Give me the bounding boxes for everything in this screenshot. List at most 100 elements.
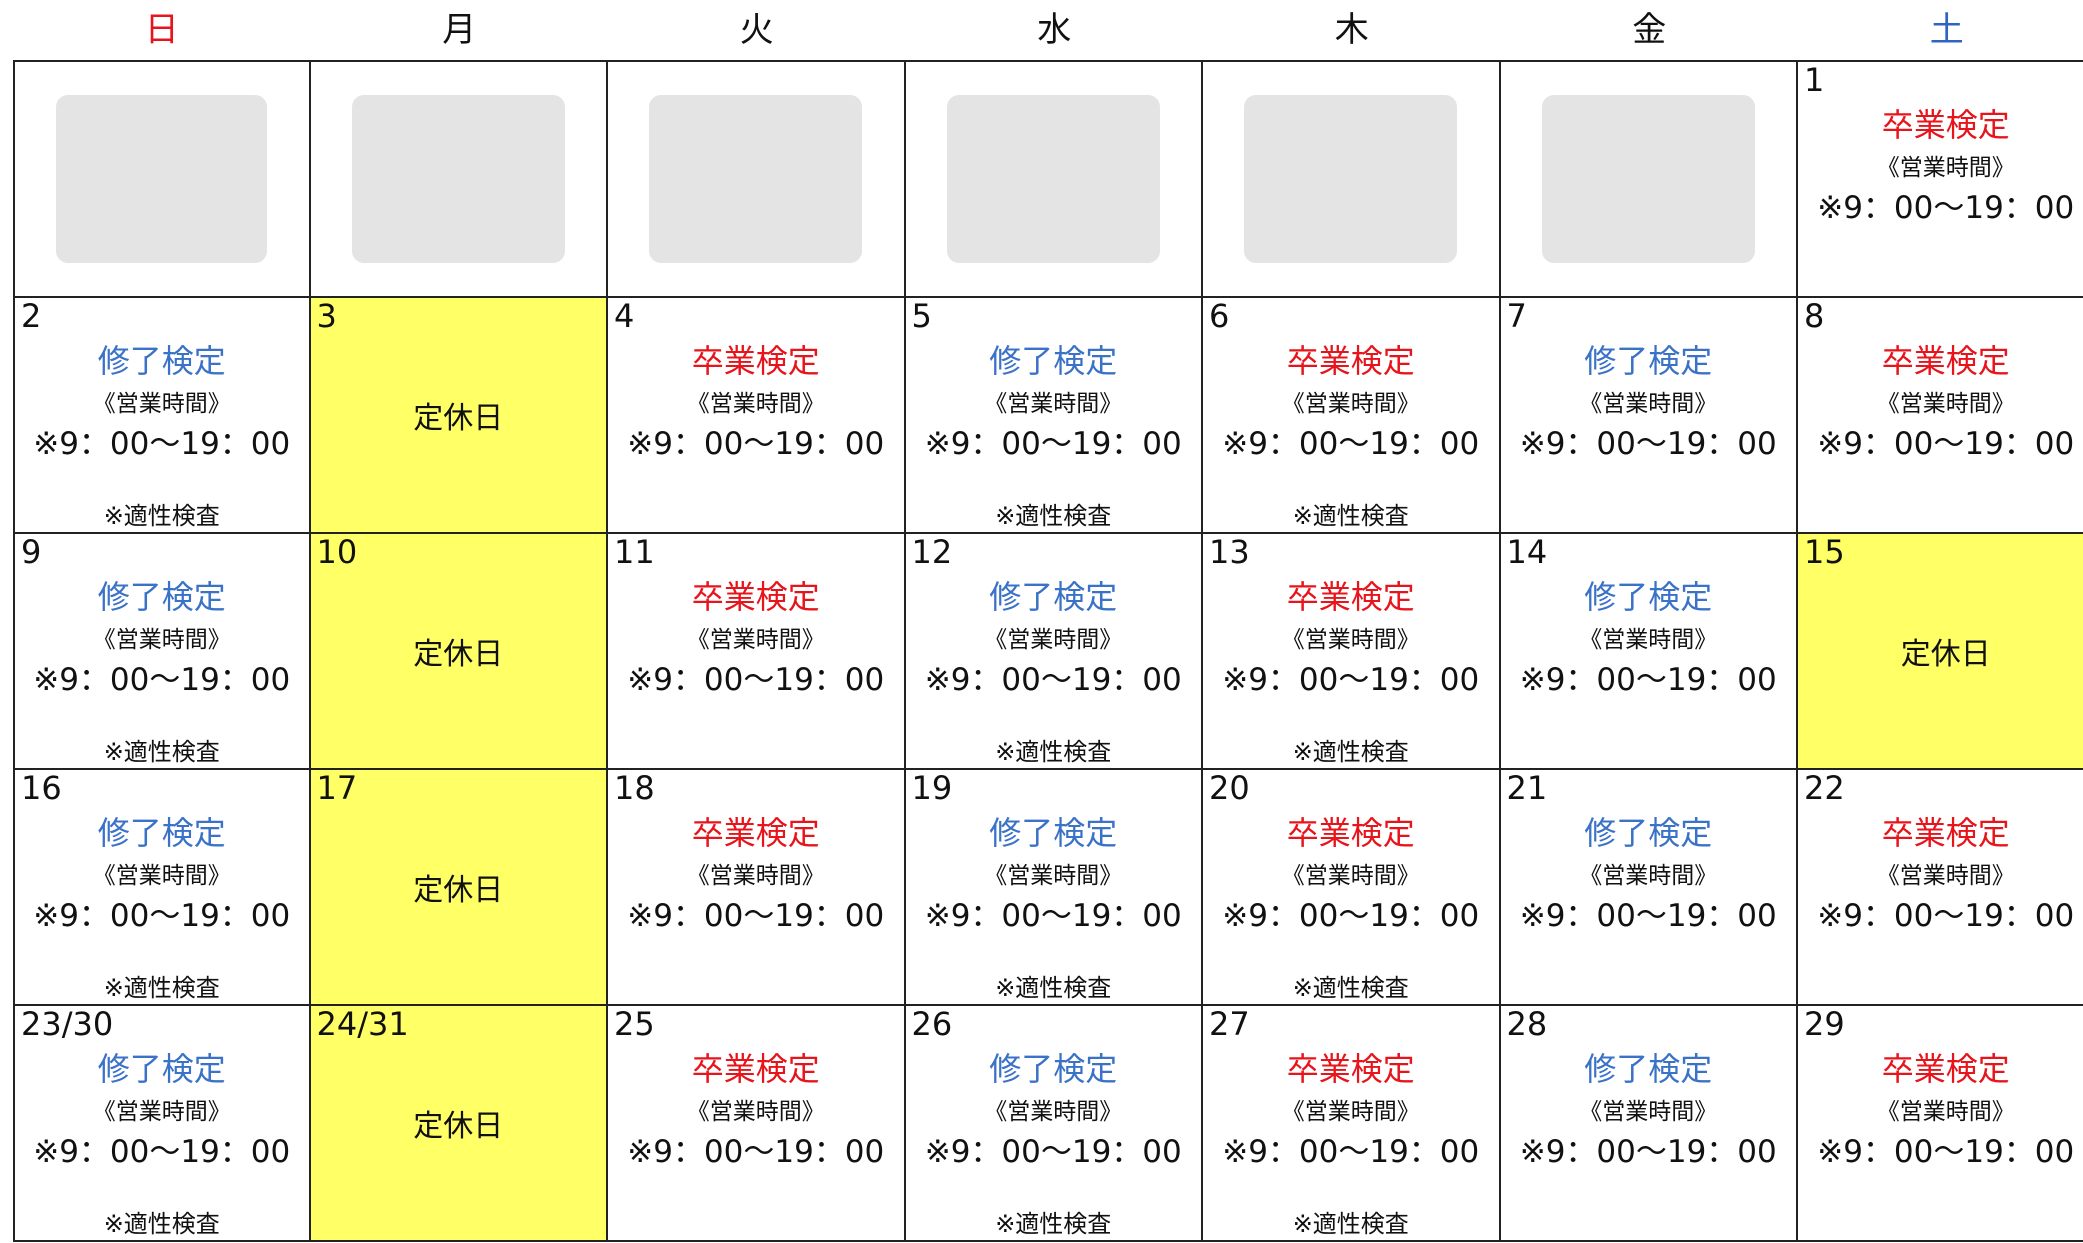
hours-label: 《営業時間》 — [1281, 627, 1420, 653]
hours: ※9：00〜19：00 — [33, 426, 291, 462]
day-cell: 2 修了検定 《営業時間》 ※9：00〜19：00 ※適性検査 — [13, 298, 311, 534]
exam-label: 卒業検定 — [1881, 814, 2010, 852]
date-number: 9 — [21, 533, 42, 571]
exam-label: 卒業検定 — [1881, 106, 2010, 144]
date-number: 7 — [1506, 297, 1527, 335]
day-cell: 9 修了検定 《営業時間》 ※9：00〜19：00 ※適性検査 — [13, 534, 311, 770]
date-number: 24/31 — [316, 1005, 409, 1043]
hours: ※9：00〜19：00 — [627, 898, 885, 934]
hours-label: 《営業時間》 — [1579, 391, 1718, 417]
day-cell: 11 卒業検定 《営業時間》 ※9：00〜19：00 — [608, 534, 906, 770]
weekday-header: 水 — [1037, 10, 1072, 50]
exam-label: 修了検定 — [989, 342, 1118, 380]
note: ※適性検査 — [103, 974, 220, 1002]
date-number: 13 — [1209, 533, 1250, 571]
hours-label: 《営業時間》 — [1876, 155, 2015, 181]
hours-label: 《営業時間》 — [984, 1099, 1123, 1125]
weekday-header: 木 — [1334, 10, 1369, 50]
day-cell: 12 修了検定《営業時間》 ※9：00〜19：00 ※適性検査 — [905, 533, 1203, 770]
holiday-label: 定休日 — [413, 401, 504, 436]
day-cell: 3 定休日 — [310, 298, 608, 534]
exam-label: 修了検定 — [97, 578, 226, 616]
illustration — [56, 94, 268, 264]
holiday-label: 定休日 — [413, 637, 504, 672]
date-number: 21 — [1506, 769, 1548, 807]
hours: ※9：00〜19：00 — [924, 662, 1182, 698]
exam-label: 修了検定 — [97, 342, 226, 380]
hours-label: 《営業時間》 — [984, 863, 1123, 889]
note: ※適性検査 — [995, 974, 1112, 1002]
day-cell: 19 修了検定 《営業時間》 ※9：00〜19：00 ※適性検査 — [905, 770, 1203, 1006]
holiday-label: 定休日 — [1900, 637, 1991, 672]
date-number: 1 — [1804, 61, 1825, 99]
hours-label: 《営業時間》 — [92, 1099, 231, 1125]
exam-label: 卒業検定 — [1286, 578, 1415, 616]
date-number: 14 — [1506, 533, 1548, 571]
illustration — [946, 94, 1160, 264]
date-number: 6 — [1209, 297, 1230, 335]
hours: ※9：00〜19：00 — [1222, 1134, 1480, 1170]
hours: ※9：00〜19：00 — [33, 1134, 291, 1170]
date-number: 17 — [316, 769, 358, 807]
hours: ※9：00〜19：00 — [627, 426, 885, 462]
hours: ※9：00〜19：00 — [1222, 898, 1480, 934]
exam-label: 卒業検定 — [691, 1050, 820, 1088]
date-number: 4 — [614, 297, 635, 335]
hours-label: 《営業時間》 — [984, 627, 1123, 653]
date-number: 25 — [614, 1005, 655, 1043]
hours-label: 《営業時間》 — [984, 391, 1123, 417]
day-cell: 15 定休日 — [1798, 534, 2083, 770]
note: ※適性検査 — [103, 738, 220, 766]
note: ※適性検査 — [1292, 1210, 1409, 1238]
day-cell — [608, 60, 906, 298]
exam-label: 卒業検定 — [691, 578, 820, 616]
day-cell — [905, 60, 1203, 298]
weekday-header: 月 — [442, 10, 477, 50]
holiday-label: 定休日 — [413, 1109, 504, 1144]
exam-label: 修了検定 — [989, 578, 1118, 616]
day-cell: 8 卒業検定 《営業時間》 ※9：00〜19：00 — [1798, 298, 2083, 534]
exam-label: 卒業検定 — [691, 814, 820, 852]
hours: ※9：00〜19：00 — [1519, 898, 1777, 934]
day-cell: 23/30 修了検定 《営業時間》 ※9：00〜19：00 ※適性検査 — [13, 1006, 311, 1242]
weekday-header: 金 — [1632, 10, 1667, 50]
note: ※適性検査 — [995, 502, 1112, 530]
note: ※適性検査 — [995, 1210, 1112, 1238]
illustration — [351, 94, 565, 264]
date-number: 5 — [911, 297, 932, 335]
exam-label: 修了検定 — [97, 814, 226, 852]
date-number: 15 — [1804, 533, 1845, 571]
date-number: 29 — [1804, 1005, 1845, 1043]
weekday-header: 火 — [739, 10, 774, 50]
exam-label: 卒業検定 — [1286, 342, 1415, 380]
illustration — [1541, 94, 1755, 264]
hours: ※9：00〜19：00 — [33, 898, 291, 934]
hours-label: 《営業時間》 — [1281, 1099, 1420, 1125]
hours: ※9：00〜19：00 — [1222, 426, 1480, 462]
day-cell: 24/31 定休日 — [310, 1005, 608, 1242]
hours-label: 《営業時間》 — [1876, 863, 2015, 889]
note: ※適性検査 — [995, 738, 1112, 766]
hours-label: 《営業時間》 — [1876, 1099, 2015, 1125]
illustration — [1244, 94, 1458, 264]
day-cell: 20 卒業検定 《営業時間》 ※9：00〜19：00 ※適性検査 — [1203, 770, 1501, 1006]
day-cell: 17 定休日 — [310, 769, 608, 1006]
hours-label: 《営業時間》 — [92, 863, 231, 889]
exam-label: 卒業検定 — [691, 342, 820, 380]
date-number: 2 — [21, 297, 42, 335]
date-number: 22 — [1804, 769, 1845, 807]
hours: ※9：00〜19：00 — [1519, 1134, 1777, 1170]
day-cell — [13, 60, 311, 298]
date-number: 12 — [911, 533, 953, 571]
hours-label: 《営業時間》 — [1876, 391, 2015, 417]
exam-label: 修了検定 — [989, 814, 1118, 852]
date-number: 23/30 — [21, 1005, 114, 1043]
day-cell: 7 修了検定 《営業時間》 ※9：00〜19：00 — [1500, 297, 1798, 534]
day-cell: 27 卒業検定 《営業時間》 ※9：00〜19：00 ※適性検査 — [1203, 1006, 1501, 1242]
exam-label: 卒業検定 — [1286, 814, 1415, 852]
hours-label: 《営業時間》 — [1579, 863, 1718, 889]
day-cell: 26 修了検定 《営業時間》 ※9：00〜19：00 ※適性検査 — [905, 1006, 1203, 1242]
hours: ※9：00〜19：00 — [1519, 426, 1777, 462]
date-number: 11 — [614, 533, 655, 571]
date-number: 10 — [316, 533, 358, 571]
